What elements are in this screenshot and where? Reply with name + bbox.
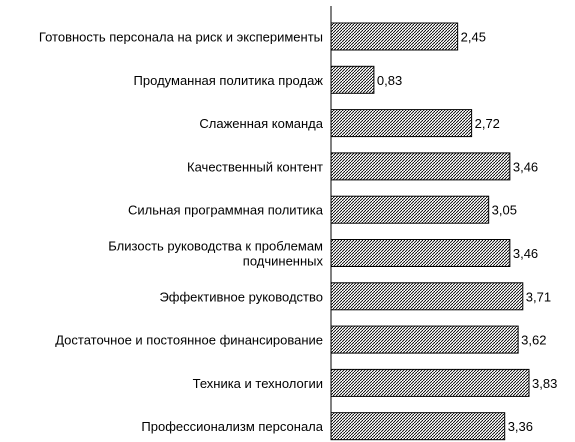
category-label-6-line-2: подчиненных xyxy=(243,254,324,269)
category-label-3: Слаженная команда xyxy=(199,116,323,131)
bar-4 xyxy=(330,152,511,181)
category-label-5: Сильная программная политика xyxy=(128,203,324,218)
category-label-1: Готовность персонала на риск и экспериме… xyxy=(39,30,323,45)
bar-7 xyxy=(330,282,524,311)
bar-6 xyxy=(330,239,511,267)
value-label-2: 0,83 xyxy=(377,73,402,88)
value-label-8: 3,62 xyxy=(521,333,546,348)
category-label-4: Качественный контент xyxy=(187,159,323,174)
value-label-7: 3,71 xyxy=(526,289,551,304)
value-label-1: 2,45 xyxy=(461,30,486,45)
category-label-9: Техника и технологии xyxy=(193,376,323,391)
value-label-10: 3,36 xyxy=(508,419,533,434)
bar-1 xyxy=(330,22,459,51)
category-label-10: Профессионализм персонала xyxy=(141,419,323,434)
bar-3 xyxy=(330,109,473,138)
value-label-3: 2,72 xyxy=(475,116,500,131)
category-label-7: Эффективное руководство xyxy=(159,289,323,304)
bar-5 xyxy=(330,195,490,224)
category-label-2: Продуманная политика продаж xyxy=(134,73,324,88)
category-label-8: Достаточное и постоянное финансирование xyxy=(55,333,323,348)
value-label-9: 3,83 xyxy=(532,376,557,391)
value-label-6: 3,46 xyxy=(513,246,538,261)
value-label-4: 3,46 xyxy=(513,159,538,174)
value-label-5: 3,05 xyxy=(492,203,517,218)
bar-8 xyxy=(330,325,519,354)
category-label-6-line-1: Близость руководства к проблемам xyxy=(108,239,323,254)
bar-10 xyxy=(330,412,506,441)
bar-2 xyxy=(330,65,375,94)
category-labels: Готовность персонала на риск и экспериме… xyxy=(39,30,324,435)
value-labels: 2,45 0,83 2,72 3,46 3,05 3,46 3,71 3,62 3,83 3,36 xyxy=(377,30,557,435)
bars xyxy=(330,22,530,441)
bar-9 xyxy=(330,368,530,397)
